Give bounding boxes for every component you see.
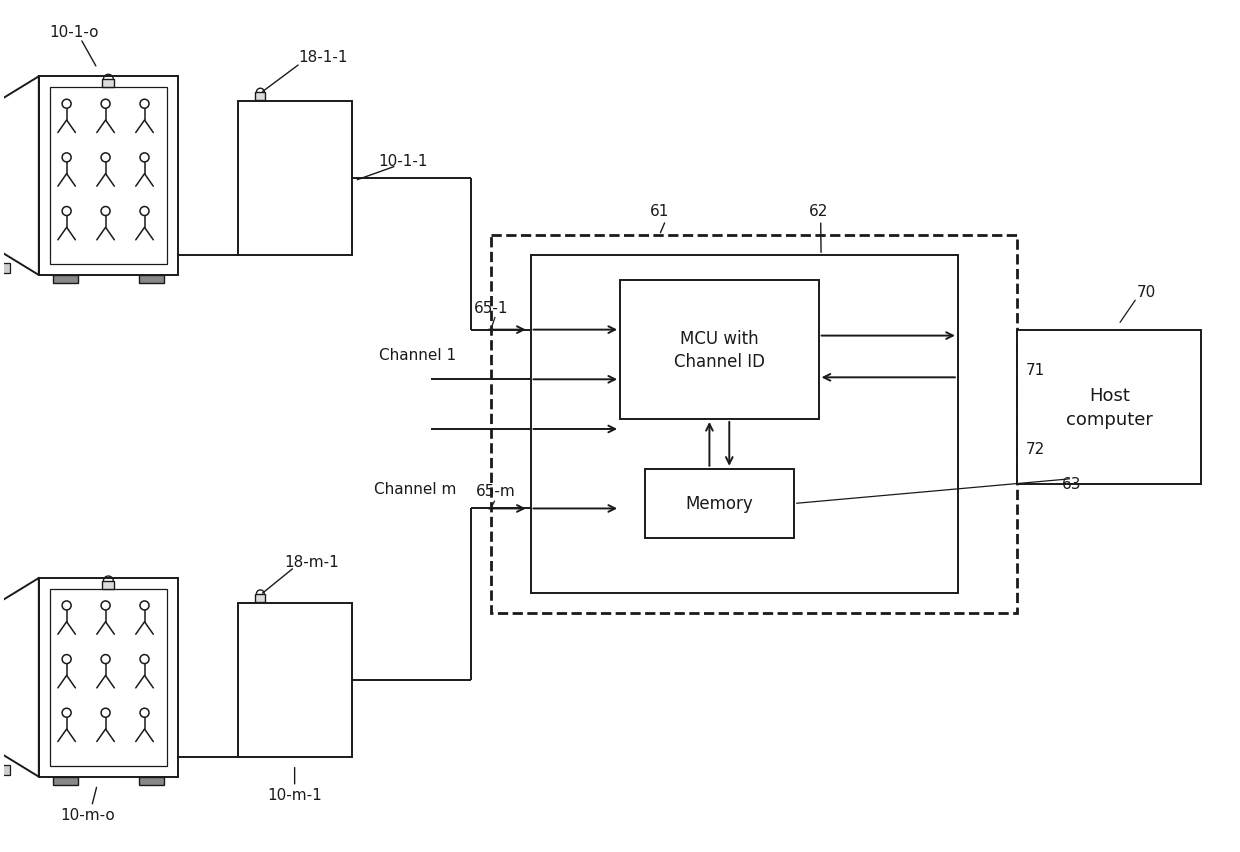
Circle shape	[62, 602, 71, 610]
Text: 10-m-1: 10-m-1	[268, 787, 322, 802]
Circle shape	[62, 100, 71, 109]
Circle shape	[62, 708, 71, 717]
Text: 10-m-o: 10-m-o	[60, 807, 115, 822]
Bar	[103, 581, 114, 590]
Bar	[38, 78, 177, 276]
Text: 65-m: 65-m	[476, 483, 516, 498]
Text: Channel ID: Channel ID	[673, 353, 765, 371]
Text: 62: 62	[808, 204, 828, 219]
Bar	[238, 603, 352, 757]
Text: 10-1-o: 10-1-o	[48, 25, 98, 40]
Bar	[238, 102, 352, 256]
Text: 65-1: 65-1	[474, 301, 508, 316]
Bar	[255, 594, 265, 602]
Circle shape	[62, 655, 71, 664]
Bar	[139, 276, 164, 284]
Text: Channel m: Channel m	[373, 481, 456, 497]
Circle shape	[140, 100, 149, 109]
Bar	[139, 777, 164, 785]
Bar	[1017, 331, 1202, 484]
Circle shape	[140, 708, 149, 717]
Text: 70: 70	[1136, 285, 1156, 300]
Bar	[0, 765, 10, 774]
Circle shape	[102, 655, 110, 664]
Text: MCU with: MCU with	[680, 329, 759, 347]
Bar	[620, 280, 818, 419]
Text: 61: 61	[650, 204, 670, 219]
Bar	[103, 80, 114, 88]
Circle shape	[62, 207, 71, 216]
Bar	[53, 276, 78, 284]
Text: 18-m-1: 18-m-1	[284, 554, 340, 569]
Bar	[50, 590, 166, 766]
Text: 10-1-1: 10-1-1	[378, 154, 428, 169]
Text: 71: 71	[1025, 362, 1044, 377]
Bar	[645, 469, 794, 538]
Circle shape	[140, 655, 149, 664]
Text: 72: 72	[1025, 442, 1044, 457]
Text: Host: Host	[1089, 386, 1130, 404]
Circle shape	[102, 602, 110, 610]
Text: Channel 1: Channel 1	[379, 348, 456, 363]
Text: 18-1-1: 18-1-1	[299, 50, 348, 65]
Bar	[0, 263, 10, 273]
Bar	[53, 777, 78, 785]
Text: computer: computer	[1066, 410, 1153, 428]
Bar	[491, 236, 1017, 613]
Circle shape	[140, 207, 149, 216]
Bar	[50, 89, 166, 265]
Bar	[255, 93, 265, 101]
Circle shape	[140, 153, 149, 163]
Bar	[38, 579, 177, 777]
Circle shape	[140, 602, 149, 610]
Circle shape	[102, 708, 110, 717]
Circle shape	[102, 207, 110, 216]
Circle shape	[102, 100, 110, 109]
Bar	[531, 256, 957, 593]
Text: Memory: Memory	[686, 495, 753, 513]
Circle shape	[62, 153, 71, 163]
Circle shape	[102, 153, 110, 163]
Text: 63: 63	[1063, 476, 1081, 492]
